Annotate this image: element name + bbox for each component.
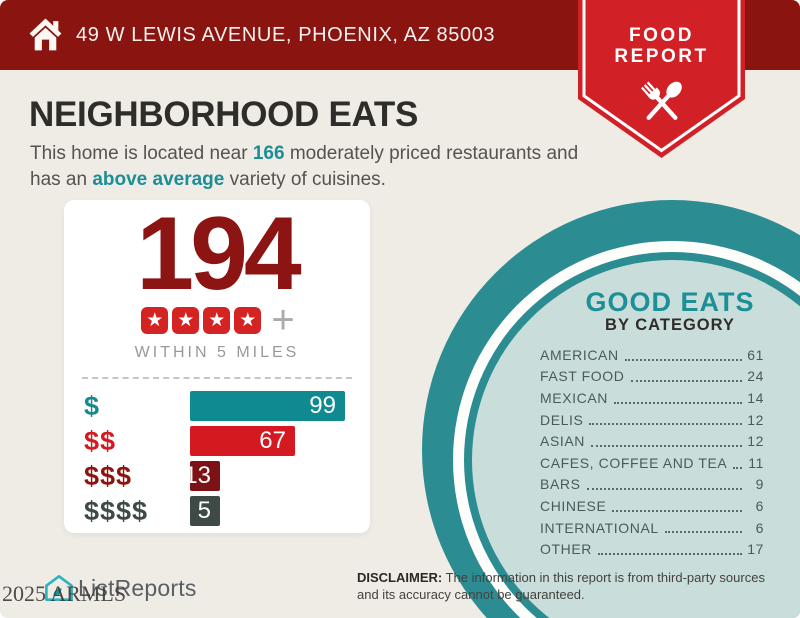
category-count: 6 (755, 497, 764, 514)
dotted-leader (624, 358, 742, 361)
property-address: 49 W LEWIS AVENUE, PHOENIX, AZ 85003 (76, 23, 496, 46)
star-icon: ★ (203, 306, 231, 334)
price-bar-value: 13 (184, 462, 211, 489)
category-row: CHINESE 6 (540, 495, 764, 517)
category-name: DELIS (540, 411, 584, 428)
disclaimer: DISCLAIMER: The information in this repo… (357, 570, 765, 602)
star-icon: ★ (234, 306, 262, 334)
category-count: 12 (747, 411, 764, 428)
price-level-label: $$$ (84, 460, 133, 491)
category-name: OTHER (540, 541, 592, 558)
variety-highlight: above average (92, 169, 225, 190)
plus-sign: + (271, 298, 295, 342)
listreports-logo: ListReports (44, 574, 197, 602)
category-row: CAFES, COFFEE AND TEA 11 (540, 452, 764, 474)
category-row: BARS 9 (540, 474, 764, 496)
price-level-label: $$$$ (84, 495, 149, 526)
category-row: OTHER 17 (540, 538, 764, 560)
price-bar: 5 (190, 496, 220, 526)
price-row: $$$$ 5 (84, 496, 350, 526)
category-count: 24 (747, 368, 764, 385)
dotted-leader (614, 401, 742, 404)
star-rating: ★ ★ ★ ★ + (64, 298, 370, 342)
price-row: $$ 67 (84, 426, 350, 456)
dotted-leader (612, 509, 742, 512)
category-name: CAFES, COFFEE AND TEA (540, 454, 728, 471)
price-level-label: $ (84, 390, 101, 421)
price-row: $$$ 13 (84, 461, 350, 491)
price-bar-value: 5 (197, 497, 211, 524)
dashed-divider (82, 377, 352, 379)
price-bar-value: 99 (309, 392, 336, 419)
star-icon: ★ (141, 306, 169, 334)
category-row: DELIS 12 (540, 409, 764, 431)
dotted-leader (733, 466, 742, 469)
star-icon: ★ (172, 306, 200, 334)
disclaimer-label: DISCLAIMER: (357, 570, 443, 585)
dotted-leader (598, 552, 742, 555)
dotted-leader (591, 444, 742, 447)
dotted-leader (589, 423, 742, 426)
category-row: FAST FOOD 24 (540, 366, 764, 388)
rating-card: 194 ★ ★ ★ ★ + WITHIN 5 MILES $99 $$ 67 $$$ 13 $$$… (64, 200, 370, 533)
ribbon-shape (578, 0, 745, 158)
radius-caption: WITHIN 5 MILES (134, 344, 300, 361)
intro-text: This home is located near 166 moderately… (30, 143, 579, 190)
category-count: 12 (747, 433, 764, 450)
category-count: 61 (747, 346, 764, 363)
price-bar-value: 67 (259, 427, 286, 454)
category-name: AMERICAN (540, 346, 619, 363)
listreports-wordmark: ListReports (78, 574, 197, 601)
price-bar: 67 (190, 426, 295, 456)
spoon-fork-icon (640, 81, 682, 120)
price-level-chart: $99 $$ 67 $$$ 13 $$$$ 5 (64, 391, 370, 526)
category-count: 6 (755, 519, 764, 536)
category-row: INTERNATIONAL 6 (540, 517, 764, 539)
category-row: ASIAN 12 (540, 430, 764, 452)
dotted-leader (630, 380, 742, 383)
category-name: CHINESE (540, 497, 607, 514)
category-count: 9 (755, 476, 764, 493)
food-report-badge: FOOD REPORT (578, 0, 745, 158)
good-eats-subtitle: BY CATEGORY (605, 316, 735, 334)
armls-watermark: 2025 ARMLS (2, 581, 127, 606)
category-list: AMERICAN 61 FAST FOOD 24 MEXICAN 14 DELIS 12 ASI… (540, 344, 764, 560)
category-row: AMERICAN 61 (540, 344, 764, 366)
category-count: 17 (747, 541, 764, 558)
category-count: 11 (748, 454, 764, 471)
good-eats-title: GOOD EATS (585, 287, 755, 317)
category-name: BARS (540, 476, 581, 493)
category-count: 14 (747, 389, 764, 406)
category-name: FAST FOOD (540, 368, 625, 385)
category-name: ASIAN (540, 433, 586, 450)
page-title: NEIGHBORHOOD EATS (29, 95, 418, 134)
price-row: $99 (84, 391, 350, 421)
category-row: MEXICAN 14 (540, 387, 764, 409)
category-name: INTERNATIONAL (540, 519, 659, 536)
price-level-label: $$ (84, 425, 117, 456)
listreports-house-icon (45, 575, 73, 601)
home-icon (29, 18, 62, 51)
price-bar: 13 (184, 461, 220, 491)
dotted-leader (664, 531, 742, 534)
dotted-leader (586, 488, 742, 491)
price-bar: 99 (190, 391, 345, 421)
badge-title: FOOD REPORT (614, 25, 709, 67)
restaurant-count: 166 (252, 143, 285, 164)
total-restaurants: 194 (136, 196, 302, 312)
category-name: MEXICAN (540, 389, 608, 406)
